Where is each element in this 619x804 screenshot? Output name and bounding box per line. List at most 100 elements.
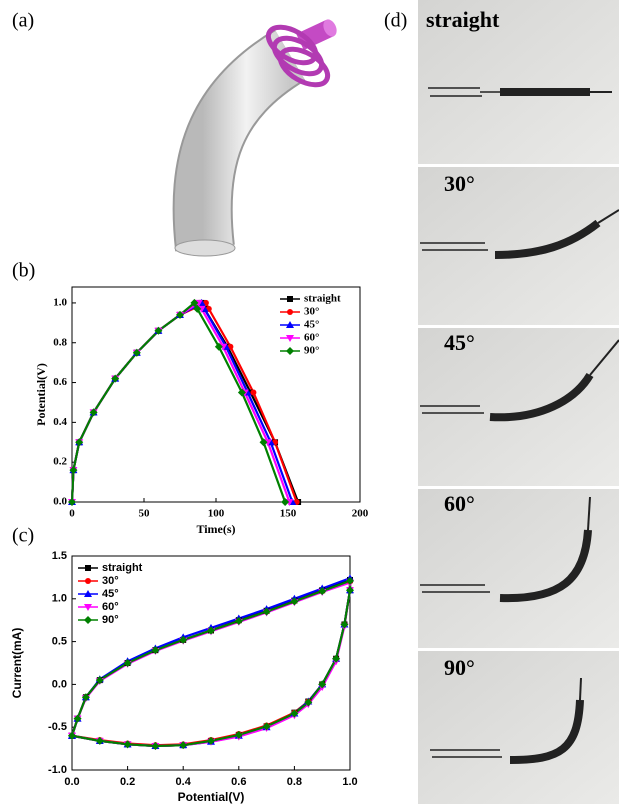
marker: [286, 321, 294, 328]
chart: 0.0 0.2 0.4 0.6 0.8 1.0 -1.0 -0.5 0.0 0.5 1.0 1.5 Po…: [10, 550, 357, 804]
photo-label: 60°: [444, 491, 475, 516]
x-axis-label: Time(s): [196, 522, 235, 536]
panel-label: (d): [384, 10, 407, 32]
legend-label: 30°: [102, 575, 119, 587]
marker: [259, 438, 268, 447]
marker: [207, 626, 215, 635]
x-tick-label: 50: [139, 508, 151, 520]
x-tick-label: 200: [352, 508, 369, 520]
photo-label: 45°: [444, 330, 475, 355]
photo-label: straight: [426, 7, 500, 32]
chart: 0 50 100 150 200 0.0 0.2 0.4 0.6 0.8 1.0 Time(s) Pot…: [34, 286, 369, 536]
x-tick-label: 100: [208, 508, 225, 520]
x-tick-label: 0.4: [176, 776, 192, 788]
marker: [123, 659, 132, 667]
marker: [154, 326, 163, 335]
marker: [214, 342, 223, 351]
legend-label: straight: [304, 293, 341, 305]
series-line: [70, 301, 294, 503]
y-tick-label: 0.0: [53, 496, 67, 508]
y-tick-label: 0.6: [53, 376, 67, 388]
marker: [346, 576, 354, 585]
y-tick-label: -0.5: [48, 721, 67, 733]
panel-label: (c): [12, 525, 34, 547]
x-tick-label: 0.8: [287, 776, 302, 788]
marker: [123, 740, 132, 749]
marker: [111, 374, 120, 383]
legend-label: 45°: [102, 588, 119, 600]
marker: [95, 736, 104, 745]
y-tick-label: 0.8: [53, 336, 67, 348]
x-tick-label: 150: [280, 508, 297, 520]
legend-label: 45°: [304, 319, 319, 331]
marker: [290, 709, 299, 718]
y-tick-label: 0.5: [52, 636, 67, 648]
legend-label: 30°: [304, 306, 319, 318]
marker: [151, 742, 160, 751]
marker: [318, 680, 327, 689]
panel-label: (a): [12, 10, 34, 32]
marker: [75, 438, 84, 447]
marker: [84, 604, 92, 611]
marker: [290, 597, 299, 606]
marker: [89, 408, 98, 417]
y-tick-label: 1.5: [52, 550, 67, 562]
photo-column: [418, 0, 619, 804]
legend-label: 60°: [102, 601, 119, 613]
marker: [68, 498, 76, 506]
marker: [287, 309, 293, 315]
marker: [304, 698, 313, 707]
marker: [84, 616, 92, 624]
series-line: [70, 301, 300, 503]
marker: [286, 335, 294, 342]
y-tick-label: 0.0: [52, 678, 67, 690]
legend-label: straight: [102, 562, 143, 574]
marker: [179, 635, 188, 644]
marker: [262, 722, 271, 731]
marker: [73, 714, 82, 723]
marker: [346, 586, 354, 595]
marker: [332, 654, 341, 663]
photo-label: 30°: [444, 171, 475, 196]
x-tick-label: 0.2: [120, 776, 135, 788]
y-axis-label: Potential(V): [34, 363, 48, 426]
marker: [281, 498, 290, 506]
marker: [234, 617, 243, 626]
marker: [68, 731, 76, 740]
panel-label: (b): [12, 260, 35, 282]
marker: [81, 693, 90, 702]
marker: [250, 389, 257, 396]
y-tick-label: -1.0: [48, 764, 67, 776]
marker: [179, 741, 188, 750]
x-tick-label: 0: [69, 508, 75, 520]
marker: [176, 310, 184, 319]
y-tick-label: 0.2: [53, 456, 67, 468]
marker: [85, 565, 91, 571]
marker: [287, 296, 293, 302]
marker: [85, 578, 91, 584]
tube-illustration: [172, 19, 337, 257]
legend-label: 60°: [304, 332, 319, 344]
marker: [84, 590, 92, 597]
marker: [262, 607, 271, 616]
x-tick-label: 0.6: [231, 776, 246, 788]
marker: [132, 348, 141, 357]
marker: [234, 730, 243, 739]
series-line: [70, 301, 298, 503]
legend-label: 90°: [304, 345, 319, 357]
marker: [69, 466, 78, 475]
marker: [340, 620, 349, 629]
x-tick-label: 1.0: [342, 776, 357, 788]
y-tick-label: 1.0: [52, 593, 67, 605]
marker: [286, 347, 294, 355]
marker: [193, 304, 202, 313]
plot-frame: [71, 555, 351, 771]
marker: [318, 587, 327, 596]
x-axis-label: Potential(V): [178, 790, 245, 804]
y-axis-label: Current(mA): [10, 628, 24, 699]
photo-label: 90°: [444, 655, 475, 680]
marker: [190, 298, 199, 307]
marker: [95, 676, 104, 685]
x-tick-label: 0.0: [64, 776, 79, 788]
